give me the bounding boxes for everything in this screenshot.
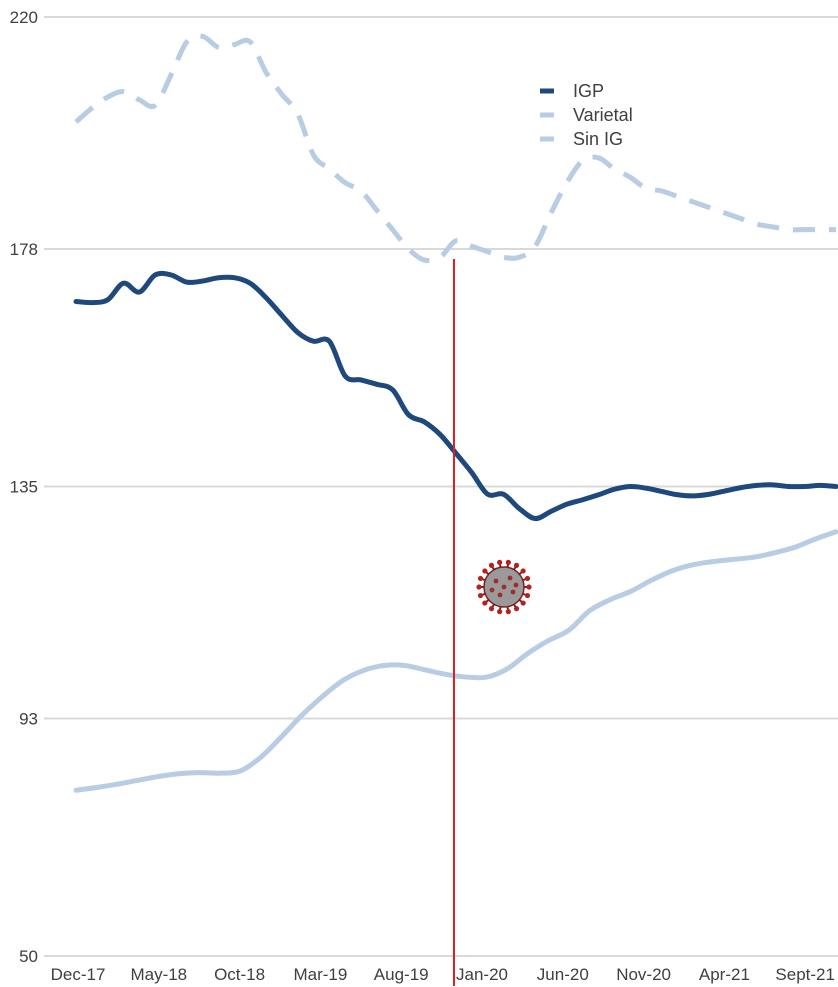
x-tick-label: Apr-21: [699, 965, 750, 984]
x-tick-label: Mar-19: [293, 965, 347, 984]
series-line-sin-ig: [74, 33, 836, 264]
y-tick-label: 135: [10, 478, 38, 497]
legend-label: Varietal: [573, 105, 633, 125]
legend-label: IGP: [573, 81, 604, 101]
series-line-varietal: [73, 529, 838, 793]
y-tick-label: 50: [19, 947, 38, 966]
y-tick-label: 93: [19, 709, 38, 728]
x-tick-label: Jan-20: [456, 965, 508, 984]
x-tick-label: Dec-17: [51, 965, 106, 984]
coronavirus-icon: [476, 559, 532, 615]
x-tick-label: Sept-21: [775, 965, 835, 984]
x-tick-label: Nov-20: [616, 965, 671, 984]
y-axis-ticks: 50 93 135 178 220: [10, 8, 38, 966]
y-tick-label: 220: [10, 8, 38, 27]
series-lines: [73, 33, 838, 793]
x-axis-ticks: Dec-17 May-18 Oct-18 Mar-19 Aug-19 Jan-20 Jun-…: [51, 965, 835, 984]
x-tick-label: Aug-19: [374, 965, 429, 984]
x-tick-label: Jun-20: [537, 965, 589, 984]
legend: IGP Varietal Sin IG: [540, 81, 633, 149]
series-line-igp: [73, 270, 838, 522]
x-tick-label: May-18: [130, 965, 187, 984]
x-tick-label: Oct-18: [214, 965, 265, 984]
grid-lines: [44, 16, 838, 957]
y-tick-label: 178: [10, 240, 38, 259]
legend-label: Sin IG: [573, 129, 623, 149]
